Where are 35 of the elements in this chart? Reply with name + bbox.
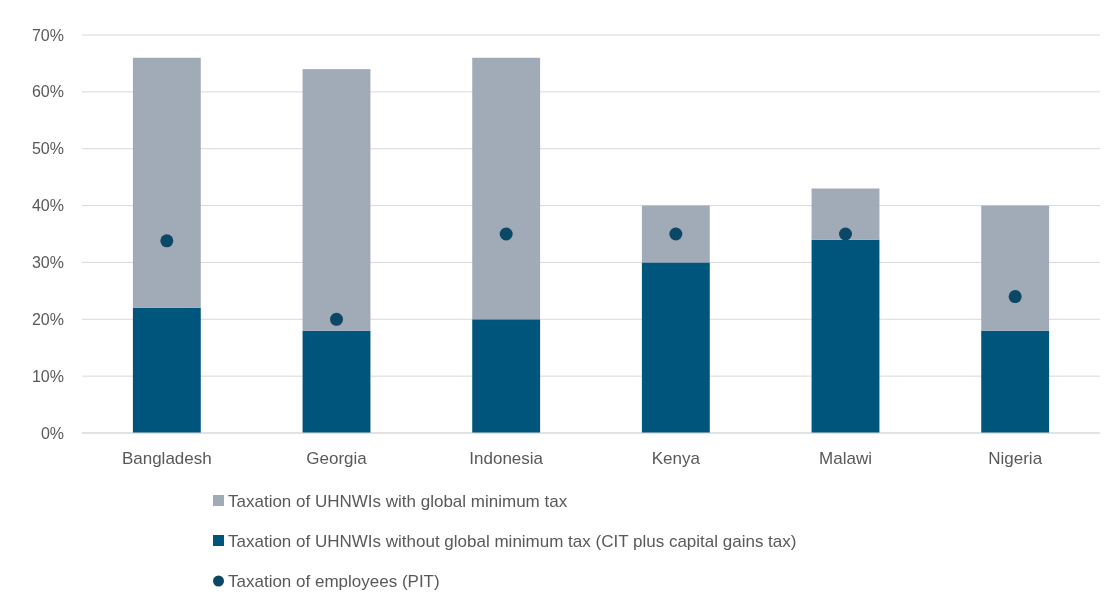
y-tick-label: 10%: [31, 367, 64, 385]
point: [669, 227, 683, 241]
bar: [981, 330, 1050, 433]
x-tick-label: Georgia: [306, 449, 368, 468]
x-tick-label: Malawi: [819, 449, 872, 468]
bar: [472, 57, 541, 320]
y-tick-label: 50%: [31, 140, 64, 158]
legend-label: Taxation of UHNWIs without global minimum tax (CIT plus capital gains tax): [228, 531, 797, 551]
bar: [981, 205, 1050, 331]
point: [839, 227, 852, 241]
legend-label: Taxation of employees (PIT): [228, 571, 440, 591]
x-tick-label: Kenya: [651, 449, 701, 468]
bar: [132, 57, 201, 308]
point: [330, 312, 343, 326]
bar: [811, 239, 880, 433]
bar: [641, 205, 710, 263]
y-tick-label: 70%: [31, 26, 64, 44]
bar: [132, 307, 201, 433]
x-tick-label: Bangladesh: [121, 449, 212, 468]
x-tick-label: Nigeria: [988, 449, 1043, 468]
bar: [811, 188, 880, 240]
y-tick-label: 40%: [31, 197, 64, 215]
point: [1008, 290, 1022, 304]
legend-label: Taxation of UHNWIs with global minimum tax: [228, 491, 568, 511]
y-tick-label: 0%: [40, 424, 64, 442]
bar: [302, 330, 371, 433]
point: [160, 234, 174, 248]
y-tick-label: 30%: [31, 254, 64, 272]
y-tick-label: 60%: [31, 83, 64, 101]
bar: [641, 262, 710, 433]
point: [499, 227, 513, 241]
x-tick-label: Indonesia: [469, 449, 544, 468]
bar: [302, 69, 371, 331]
y-tick-label: 20%: [31, 310, 64, 328]
bar: [472, 319, 541, 433]
